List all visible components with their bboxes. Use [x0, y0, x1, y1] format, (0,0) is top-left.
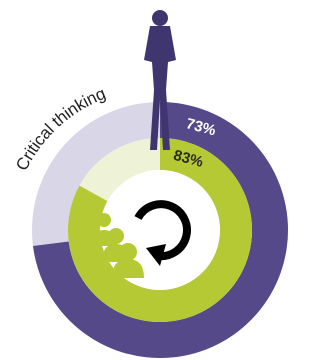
chart: Critical thinking 73%83% — [0, 0, 293, 360]
